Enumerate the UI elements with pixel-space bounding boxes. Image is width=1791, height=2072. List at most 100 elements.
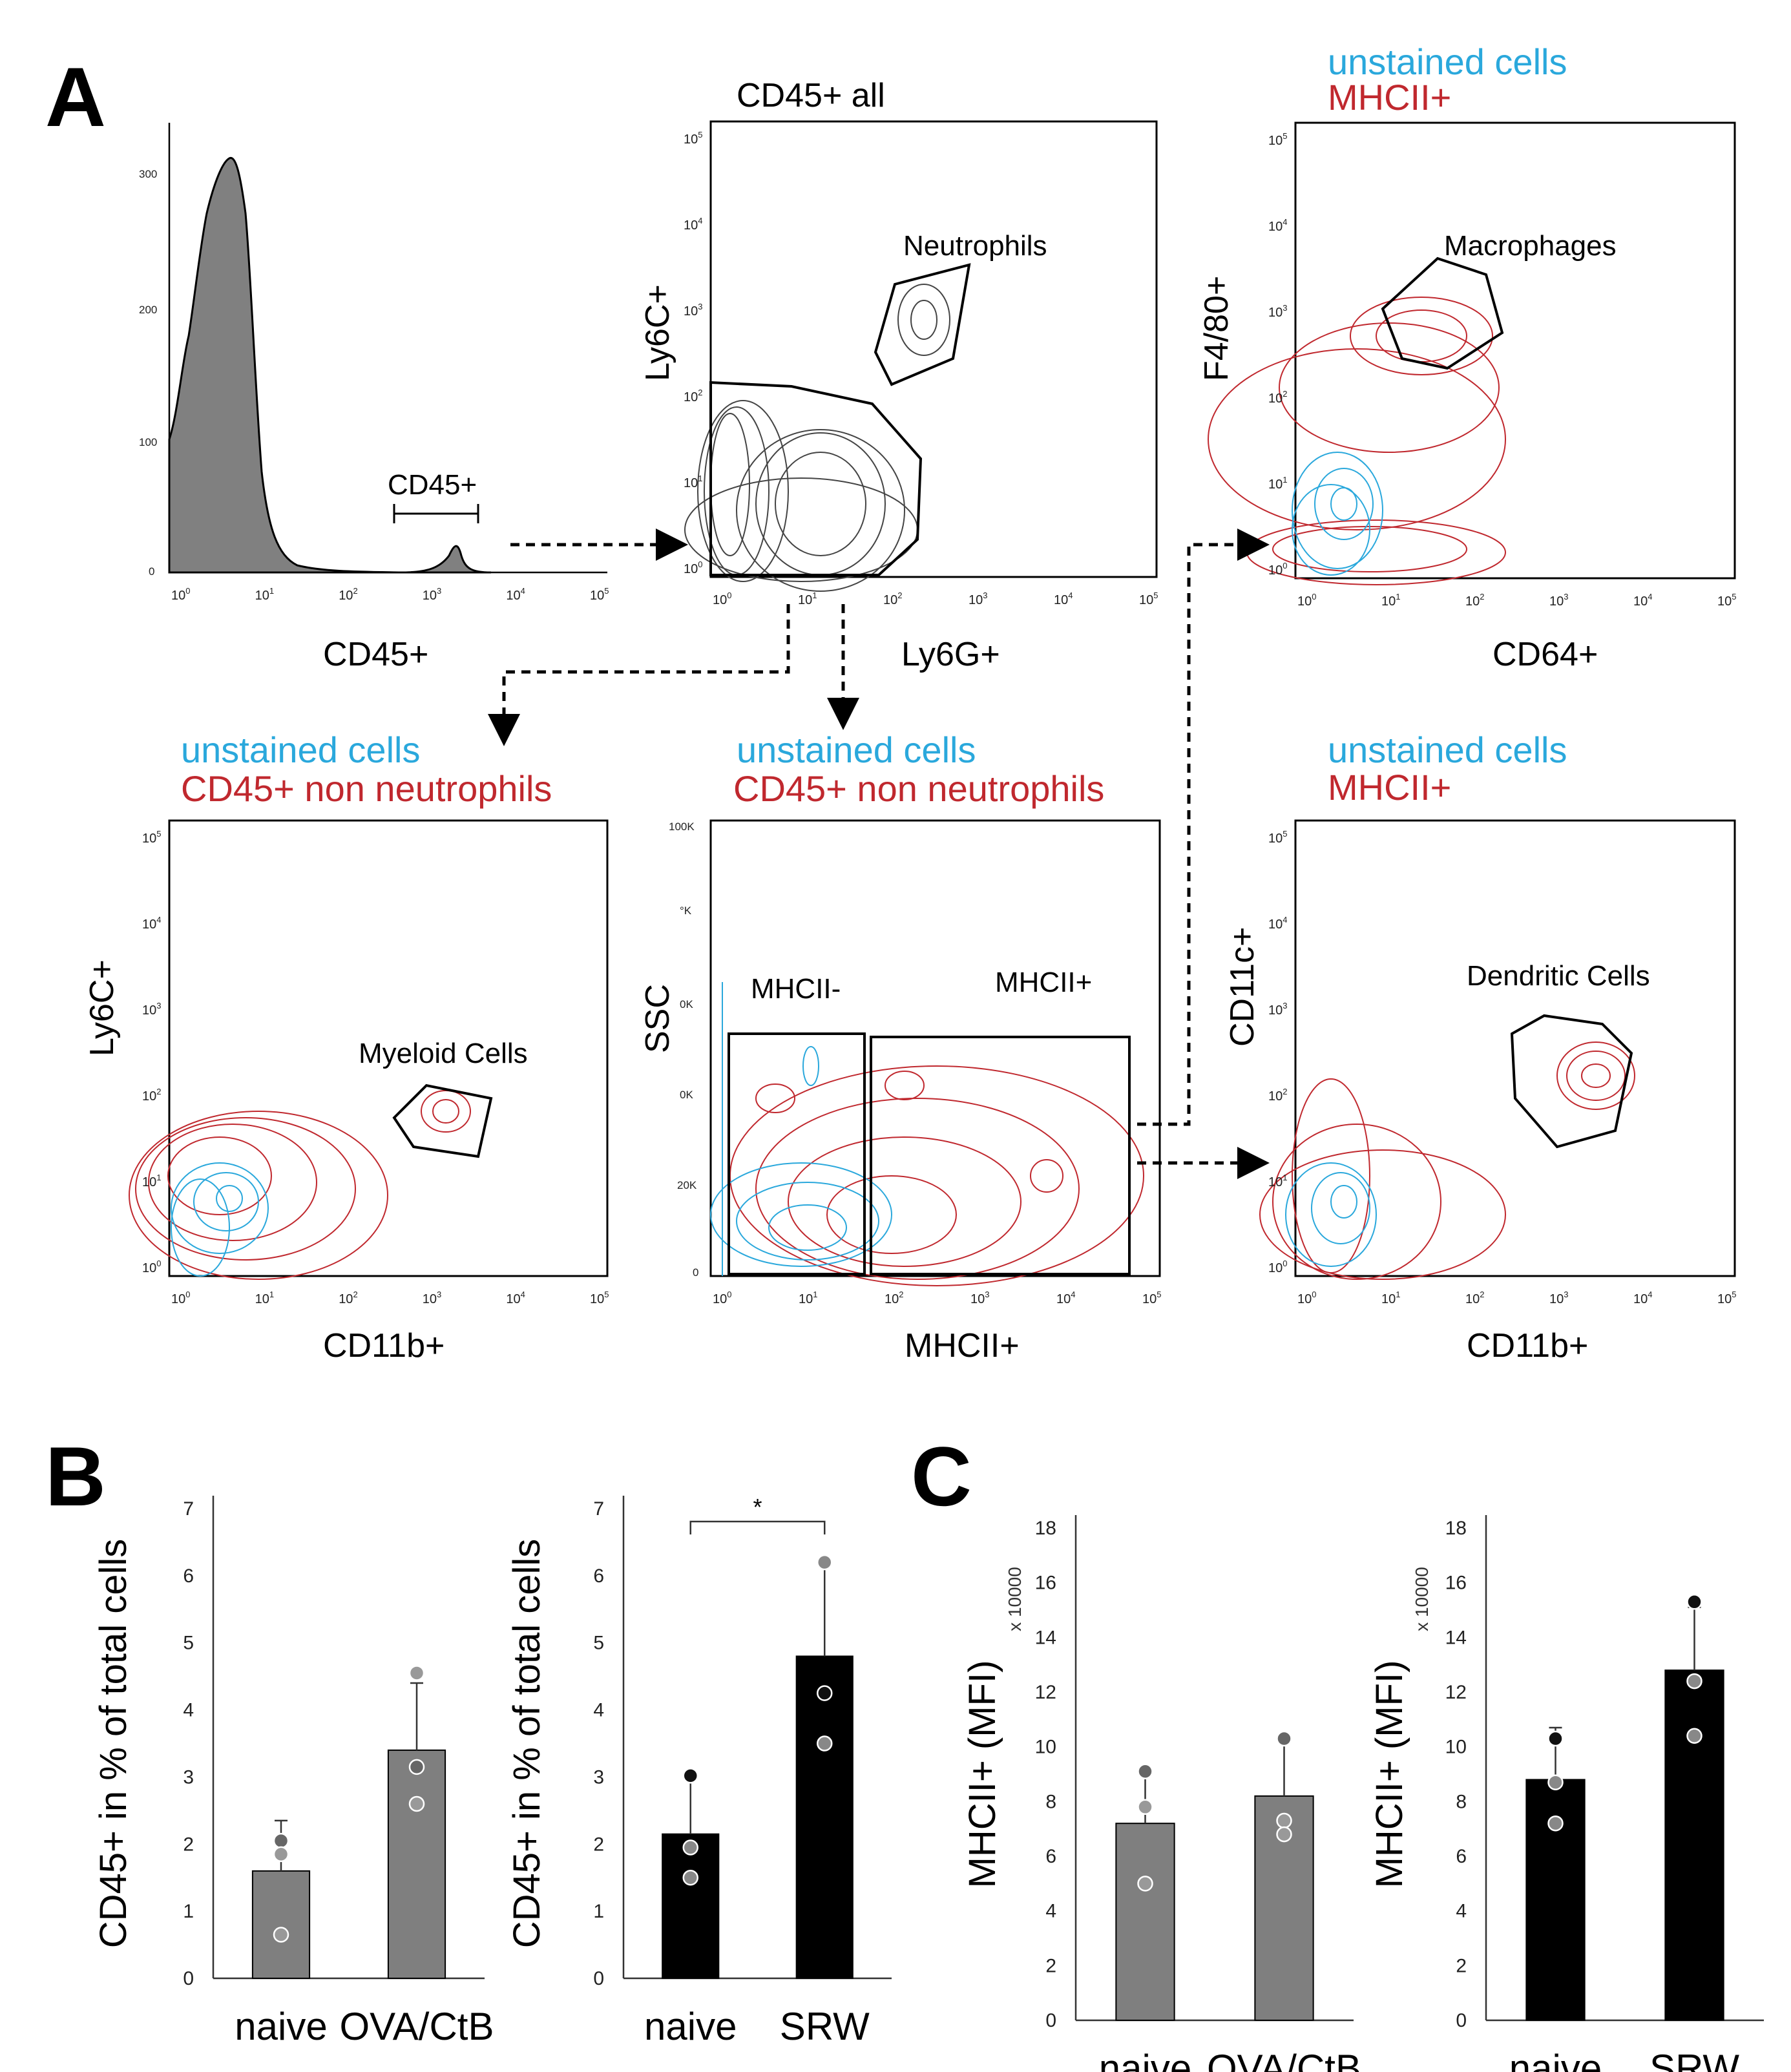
flow-panel-macrophages: unstained cells MHCII+ Macrophages F4/80… <box>1198 41 1736 673</box>
gating-arrows <box>488 528 1270 1179</box>
y-tick-label: 10 <box>1445 1737 1467 1758</box>
y-log-tick: 105 <box>142 829 161 846</box>
x-log-tick: 103 <box>423 1290 441 1306</box>
y-tick-label: 4 <box>593 1700 604 1721</box>
x-log-tick: 101 <box>255 586 274 603</box>
p3-blue-contours <box>1292 452 1383 576</box>
y-tick-label: 5 <box>183 1633 194 1654</box>
y-log-tick: 101 <box>1268 475 1287 492</box>
y-tick-label: 2 <box>593 1834 604 1855</box>
y-tick-label: 1 <box>183 1901 194 1922</box>
y-log-tick: 103 <box>1268 1001 1287 1018</box>
hist-ytick: 0 <box>149 565 154 578</box>
p3-ylabel: F4/80+ <box>1198 276 1235 381</box>
x-log-tick: 102 <box>1465 1290 1484 1306</box>
ssc-tick: °K <box>680 905 692 917</box>
y-tick-label: 12 <box>1445 1682 1467 1703</box>
y-tick-label: 14 <box>1445 1627 1467 1648</box>
y-tick-label: 0 <box>593 1968 604 1989</box>
y-tick-label: 18 <box>1035 1518 1056 1539</box>
x-log-tick: 101 <box>255 1290 274 1306</box>
y-log-tick: 100 <box>684 560 702 576</box>
x-log-tick: 104 <box>1054 591 1073 607</box>
y-tick-label: 0 <box>1456 2010 1467 2031</box>
y-log-tick: 101 <box>1268 1173 1287 1189</box>
x-log-tick: 102 <box>883 591 902 607</box>
data-point <box>817 1685 833 1701</box>
p4-legend-unstained: unstained cells <box>181 729 420 770</box>
bar-chart-b-ova: 0 1 2 3 4 5 6 7 CD45+ in % of total cells naive OV… <box>92 1496 494 2048</box>
ssc-tick: 0K <box>680 998 693 1010</box>
x-log-tick: 100 <box>171 1290 190 1306</box>
y-tick-label: 2 <box>1456 1955 1467 1976</box>
p5-legend-unstained: unstained cells <box>737 729 976 770</box>
bar <box>1115 1823 1175 2021</box>
x-log-tick: 105 <box>590 586 609 603</box>
data-point <box>273 1846 289 1863</box>
y-log-tick: 102 <box>1268 1087 1287 1104</box>
non-neutrophil-gate <box>709 381 923 576</box>
y-tick-label: 5 <box>593 1633 604 1654</box>
flow-panel-cd45-histogram: 300 200 100 0 CD45+ CD45+ <box>139 123 607 673</box>
p5-blue-contours <box>710 982 892 1276</box>
p4-blue-contours <box>171 1162 269 1277</box>
y-tick-label: 3 <box>593 1766 604 1788</box>
y-axis-label: MHCII+ (MFI) <box>1368 1660 1410 1889</box>
x-log-tick: 102 <box>885 1290 903 1306</box>
hist-ytick: 300 <box>139 168 157 180</box>
y-log-tick: 101 <box>142 1173 161 1189</box>
bar <box>795 1655 854 1979</box>
x-log-tick: 105 <box>1717 1290 1736 1306</box>
hist-xlabel: CD45+ <box>323 636 428 673</box>
mhcii-pos-gate <box>870 1036 1131 1275</box>
y-log-tick: 105 <box>684 130 702 147</box>
y-tick-label: 7 <box>593 1498 604 1520</box>
x-log-tick: 105 <box>590 1290 609 1306</box>
macrophages-label: Macrophages <box>1444 230 1617 262</box>
y-tick-label: 10 <box>1035 1737 1056 1758</box>
myeloid-label: Myeloid Cells <box>359 1038 528 1069</box>
y-tick-label: 3 <box>183 1766 194 1788</box>
bar-chart-c-ova: 0 2 4 6 8 10 12 14 16 18 MHCII+ (MFI) x 10000 naive O… <box>961 1515 1361 2072</box>
bar <box>387 1749 446 1980</box>
data-point <box>1137 1799 1153 1816</box>
y-tick-label: 8 <box>1456 1791 1467 1812</box>
y-log-tick: 102 <box>142 1087 161 1104</box>
bar-chart-b-srw: 0 1 2 3 4 5 6 7 CD45+ in % of total cells naive SR… <box>506 1494 892 2048</box>
y-tick-label: 6 <box>183 1565 194 1587</box>
data-point <box>817 1554 833 1571</box>
flow-panel-mhcii-gate: unstained cells CD45+ non neutrophils MH… <box>639 729 1161 1365</box>
plot-frame <box>709 819 1161 1277</box>
y-tick-label: 14 <box>1035 1627 1056 1648</box>
significance-star: * <box>753 1494 762 1520</box>
ssc-tick: 0 <box>693 1266 698 1279</box>
bar <box>662 1833 720 1979</box>
y-axis-label: CD45+ in % of total cells <box>506 1539 548 1948</box>
myeloid-gate <box>392 1083 493 1158</box>
p4-xlabel: CD11b+ <box>323 1327 445 1365</box>
p6-legend-unstained: unstained cells <box>1328 729 1567 770</box>
data-point <box>682 1839 698 1856</box>
p4-red-contours <box>129 1090 471 1280</box>
y-log-tick: 103 <box>684 302 702 319</box>
p6-red-contours <box>1259 1041 1635 1280</box>
category-label: OVA/CtB <box>340 2005 494 2048</box>
neutrophil-gate <box>874 263 971 386</box>
mhcii-pos-label: MHCII+ <box>995 967 1092 998</box>
y-log-tick: 103 <box>1268 303 1287 320</box>
data-point <box>1137 1876 1153 1892</box>
x-log-tick: 101 <box>798 591 817 607</box>
dendritic-label: Dendritic Cells <box>1467 960 1650 992</box>
x-log-tick: 100 <box>1297 1290 1316 1306</box>
plot-frame <box>709 120 1158 578</box>
bar-chart-c-srw: 0 2 4 6 8 10 12 14 16 18 MHCII+ (MFI) x 10000 naive S… <box>1368 1515 1764 2072</box>
y-tick-label: 4 <box>1456 1901 1467 1922</box>
p5-red-contours <box>729 1065 1144 1286</box>
bar <box>251 1870 311 1980</box>
x-log-tick: 101 <box>1381 592 1400 609</box>
p5-ylabel: SSC <box>639 984 676 1053</box>
category-label: naive <box>644 2005 737 2048</box>
x-log-tick: 103 <box>970 1290 989 1306</box>
category-label: naive <box>1099 2047 1191 2072</box>
data-point <box>682 1768 698 1784</box>
